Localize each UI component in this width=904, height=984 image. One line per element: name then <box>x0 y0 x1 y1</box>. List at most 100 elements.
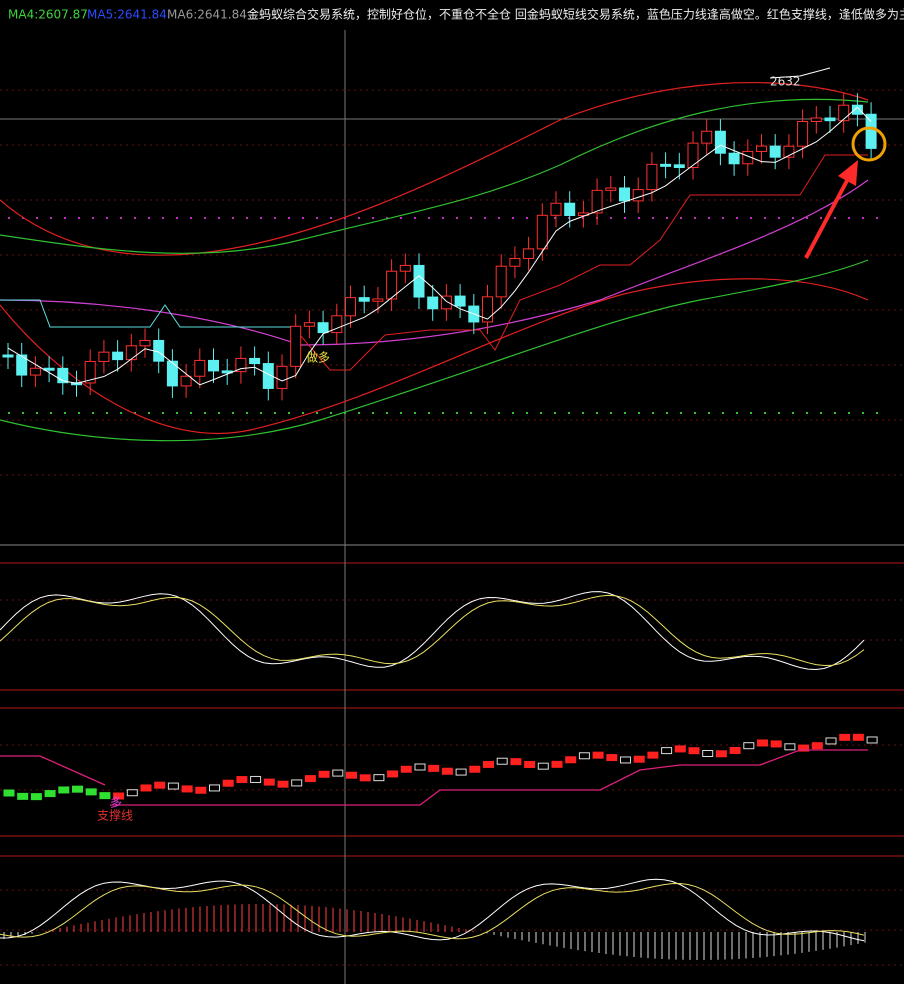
trend-block <box>702 749 714 757</box>
dot <box>288 217 290 219</box>
dot <box>120 412 122 414</box>
dot <box>162 217 164 219</box>
dot <box>610 217 612 219</box>
dot <box>512 412 514 414</box>
trend-block <box>400 765 412 773</box>
dot <box>78 217 80 219</box>
ma-white <box>7 106 872 386</box>
trend-block <box>565 756 577 764</box>
candle-body <box>276 365 288 389</box>
signal-label: 多 <box>110 796 122 810</box>
candle-body <box>660 163 672 167</box>
dot <box>722 217 724 219</box>
candle-body <box>810 117 822 122</box>
trend-block <box>483 760 494 768</box>
dot <box>218 412 220 414</box>
dot <box>218 217 220 219</box>
candle-body <box>783 145 795 158</box>
candle-body <box>194 359 206 377</box>
macd-yellow <box>0 882 865 940</box>
dot <box>582 412 584 414</box>
dot <box>50 217 52 219</box>
dot <box>876 217 878 219</box>
trend-block <box>784 743 796 751</box>
candle-body <box>564 202 576 216</box>
indicator: MA4:2607.87 <box>8 8 88 22</box>
candle-body <box>495 265 507 298</box>
dot <box>498 217 500 219</box>
ma-green-lower <box>0 259 869 442</box>
candle-body <box>112 351 124 361</box>
dot <box>22 412 24 414</box>
trend-block <box>866 736 878 744</box>
candle-body <box>714 130 726 154</box>
support-line <box>299 154 868 371</box>
trend-block <box>209 784 220 792</box>
dot <box>792 412 794 414</box>
dot <box>764 217 766 219</box>
dot <box>470 412 472 414</box>
dot <box>624 412 626 414</box>
dot <box>358 217 360 219</box>
dot <box>680 217 682 219</box>
candle-body <box>605 187 617 191</box>
dot <box>176 217 178 219</box>
osc-white <box>0 591 865 671</box>
candle-body <box>413 264 425 298</box>
trend-block <box>373 774 385 782</box>
dot <box>764 412 766 414</box>
candle-body <box>838 104 850 122</box>
trend-block <box>3 789 15 797</box>
candle-body <box>386 270 398 300</box>
candle-body <box>550 202 562 216</box>
trend-blocks <box>3 733 878 801</box>
candle-body <box>29 367 41 376</box>
trend-block <box>551 760 563 768</box>
dot <box>792 217 794 219</box>
candle-body <box>619 187 630 202</box>
dot <box>820 412 822 414</box>
trend-block <box>455 768 467 776</box>
candle-body <box>427 296 439 310</box>
trend-block <box>85 788 97 796</box>
trend-block <box>674 745 686 753</box>
trend-block <box>537 762 549 770</box>
candle-body <box>591 189 603 214</box>
dot <box>708 412 710 414</box>
dot <box>736 412 738 414</box>
dot <box>694 217 696 219</box>
pressure-line <box>0 299 300 328</box>
trend-block <box>17 792 29 800</box>
trend-block <box>510 758 522 766</box>
dot <box>806 217 808 219</box>
candle-body <box>824 117 836 122</box>
dot <box>386 217 388 219</box>
high-marker <box>769 67 831 79</box>
dot <box>372 217 374 219</box>
dot <box>848 412 850 414</box>
dot <box>106 217 108 219</box>
trend-block <box>633 755 645 763</box>
dot <box>162 412 164 414</box>
trend-block <box>250 775 262 783</box>
dot <box>638 412 640 414</box>
dot <box>176 412 178 414</box>
trend-block <box>30 793 42 801</box>
dot <box>652 217 654 219</box>
signal-label: 做多 <box>306 350 330 365</box>
dot <box>316 217 318 219</box>
candle-body <box>166 360 178 387</box>
trend-block <box>496 757 508 765</box>
dot <box>470 217 472 219</box>
trend-block <box>263 778 275 786</box>
dot <box>456 217 458 219</box>
dot <box>512 217 514 219</box>
candle-body <box>249 357 261 365</box>
dot <box>638 217 640 219</box>
candle-body <box>454 295 466 307</box>
dot <box>148 412 150 414</box>
trend-block <box>770 740 782 748</box>
candle-body <box>180 375 192 387</box>
dot <box>862 217 864 219</box>
